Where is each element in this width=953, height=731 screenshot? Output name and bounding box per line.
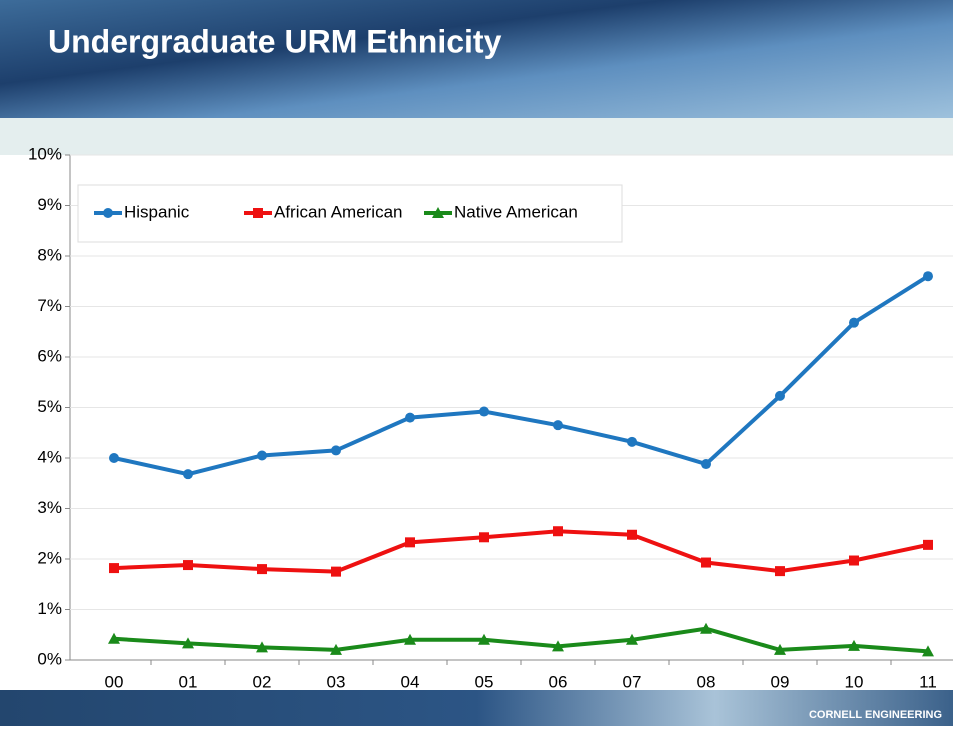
point bbox=[331, 567, 341, 577]
x-tick-label: 06 bbox=[549, 672, 568, 691]
x-tick-label: 00 bbox=[105, 672, 124, 691]
slide: Undergraduate URM Ethnicity CORNELL ENGI… bbox=[0, 0, 953, 726]
chart-title: Undergraduate URM Ethnicity bbox=[48, 23, 502, 59]
point bbox=[257, 450, 267, 460]
point bbox=[103, 208, 113, 218]
y-tick-label: 6% bbox=[37, 346, 62, 365]
header-strip bbox=[0, 118, 953, 156]
point bbox=[109, 453, 119, 463]
legend-label: African American bbox=[274, 202, 403, 221]
point bbox=[183, 560, 193, 570]
point bbox=[183, 469, 193, 479]
x-tick-label: 11 bbox=[919, 672, 937, 691]
y-tick-label: 3% bbox=[37, 498, 62, 517]
y-tick-label: 5% bbox=[37, 397, 62, 416]
point bbox=[849, 556, 859, 566]
point bbox=[553, 420, 563, 430]
point bbox=[701, 558, 711, 568]
x-tick-label: 04 bbox=[401, 672, 420, 691]
y-tick-label: 2% bbox=[37, 548, 62, 567]
point bbox=[849, 318, 859, 328]
y-tick-label: 1% bbox=[37, 599, 62, 618]
y-tick-label: 10% bbox=[28, 144, 62, 163]
x-tick-label: 09 bbox=[771, 672, 790, 691]
point bbox=[109, 563, 119, 573]
point bbox=[627, 530, 637, 540]
point bbox=[923, 271, 933, 281]
point bbox=[775, 566, 785, 576]
point bbox=[405, 537, 415, 547]
point bbox=[479, 407, 489, 417]
point bbox=[257, 564, 267, 574]
point bbox=[701, 459, 711, 469]
point bbox=[923, 540, 933, 550]
point bbox=[627, 437, 637, 447]
x-tick-label: 05 bbox=[475, 672, 494, 691]
y-tick-label: 4% bbox=[37, 447, 62, 466]
point bbox=[775, 391, 785, 401]
x-tick-label: 03 bbox=[327, 672, 346, 691]
point bbox=[479, 532, 489, 542]
x-tick-label: 10 bbox=[845, 672, 864, 691]
point bbox=[553, 526, 563, 536]
y-tick-label: 8% bbox=[37, 245, 62, 264]
legend-label: Hispanic bbox=[124, 202, 190, 221]
point bbox=[405, 413, 415, 423]
legend-label: Native American bbox=[454, 202, 578, 221]
point bbox=[331, 445, 341, 455]
header-background bbox=[0, 0, 953, 120]
footer-text: CORNELL ENGINEERING bbox=[809, 709, 942, 721]
point bbox=[253, 208, 263, 218]
x-tick-label: 07 bbox=[623, 672, 642, 691]
x-tick-label: 08 bbox=[697, 672, 716, 691]
x-tick-label: 02 bbox=[253, 672, 272, 691]
page: Undergraduate URM Ethnicity CORNELL ENGI… bbox=[0, 0, 953, 726]
y-tick-label: 9% bbox=[37, 195, 62, 214]
y-tick-label: 7% bbox=[37, 296, 62, 315]
y-tick-label: 0% bbox=[37, 649, 62, 668]
x-tick-label: 01 bbox=[179, 672, 198, 691]
